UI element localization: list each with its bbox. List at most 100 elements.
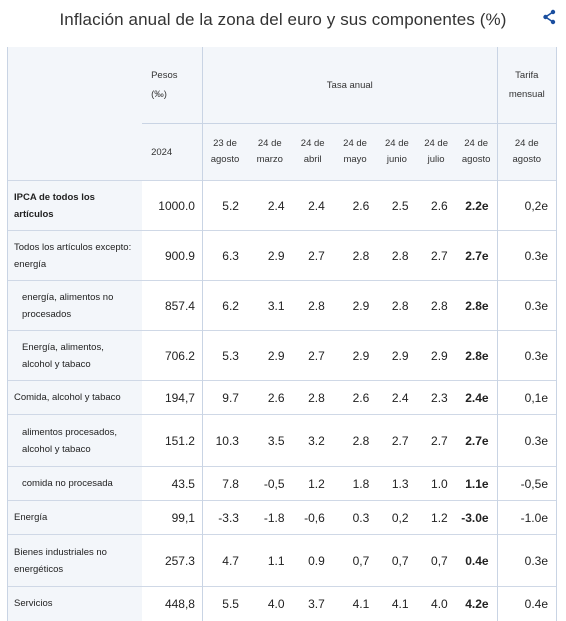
date-col-5: 24 de julio bbox=[416, 123, 456, 181]
date-col-4: 24 de junio bbox=[377, 123, 417, 181]
annual-rate-cell: 10.3 bbox=[215, 433, 239, 448]
monthly-rate-cell: -1.0e bbox=[497, 500, 558, 535]
annual-rate-cell: 0,7 bbox=[391, 553, 409, 568]
row-label: Energía bbox=[7, 500, 143, 535]
annual-rate-cell: -1.8 bbox=[263, 510, 285, 525]
row-label: Bienes industriales no energéticos bbox=[7, 534, 143, 587]
row-label: comida no procesada bbox=[7, 466, 143, 501]
weight-cell: 43.5 bbox=[142, 466, 203, 501]
weight-cell: 900.9 bbox=[142, 230, 203, 281]
annual-rate-cell: 2.4 bbox=[308, 198, 325, 213]
annual-rate-cell: 2.5 bbox=[391, 198, 409, 213]
annual-rate-cell: -0,6 bbox=[304, 510, 325, 525]
header-corner bbox=[7, 47, 143, 124]
annual-rate-cell: 2.9 bbox=[267, 348, 285, 363]
row-label: Comida, alcohol y tabaco bbox=[7, 380, 143, 415]
annual-rate-cell: 2.8 bbox=[391, 298, 409, 313]
annual-rate-cell: 2.6 bbox=[431, 198, 448, 213]
annual-rate-cell: 2.6 bbox=[352, 390, 370, 405]
annual-rate-cell: 9.7 bbox=[222, 390, 239, 405]
monthly-rate-cell: 0.3e bbox=[497, 230, 558, 281]
annual-rate-cell: 2.9 bbox=[391, 348, 409, 363]
annual-rate-cell: 1.3 bbox=[391, 476, 409, 491]
monthly-rate-cell: 0,2e bbox=[497, 180, 558, 231]
date-col-1: 24 de marzo bbox=[246, 123, 293, 181]
annual-rate-cell: 0,7 bbox=[352, 553, 370, 568]
header-row-groups: Pesos (‰) Tasa anual Tarifa mensual bbox=[7, 47, 558, 124]
monthly-rate-cell: 0.3e bbox=[497, 534, 558, 587]
monthly-rate-cell: 0,1e bbox=[497, 380, 558, 415]
weight-cell: 857.4 bbox=[142, 280, 203, 331]
table-row: Energía 99,1 -3.3 -1.8 -0,6 0.3 0,2 1.2 -3.0e -1.… bbox=[7, 500, 558, 535]
annual-rate-cell: 2.7e bbox=[455, 414, 498, 467]
annual-rate-cell: 1.1e bbox=[455, 466, 498, 501]
row-label: Energía, alimentos, alcohol y tabaco bbox=[7, 330, 143, 381]
annual-rate-cell: 2.2e bbox=[455, 180, 498, 231]
annual-rate-cell: 2.7e bbox=[455, 230, 498, 281]
monthly-rate-cell: -0,5e bbox=[497, 466, 558, 501]
annual-rate-cell: 0,2 bbox=[391, 510, 409, 525]
table-row: Comida, alcohol y tabaco 194,7 9.7 2.6 2.8 2.… bbox=[7, 380, 558, 415]
row-label: energía, alimentos no procesados bbox=[7, 280, 143, 331]
date-col-2: 24 de abril bbox=[292, 123, 333, 181]
date-col-3: 24 de mayo bbox=[332, 123, 378, 181]
annual-rate-cell: -0,5 bbox=[263, 476, 285, 491]
date-col-0: 23 de agosto bbox=[202, 123, 247, 181]
annual-rate-cell: 2.8 bbox=[431, 298, 448, 313]
annual-rate-cell: 2.9 bbox=[352, 348, 370, 363]
annual-rate-cell: 2.4e bbox=[455, 380, 498, 415]
header-corner-2 bbox=[7, 123, 143, 181]
annual-rate-cell: 2.7 bbox=[308, 248, 325, 263]
annual-rate-cell: 0.3 bbox=[352, 510, 370, 525]
annual-rate-cell: 0.9 bbox=[308, 553, 325, 568]
weight-cell: 194,7 bbox=[142, 380, 203, 415]
page-title: Inflación anual de la zona del euro y su… bbox=[59, 10, 507, 29]
inflation-table: Pesos (‰) Tasa anual Tarifa mensual 2024… bbox=[7, 47, 558, 621]
weight-cell: 99,1 bbox=[142, 500, 203, 535]
table-row: energía, alimentos no procesados 857.4 6.2… bbox=[7, 280, 558, 331]
annual-rate-cell: 2.8e bbox=[455, 330, 498, 381]
annual-rate-cell: 3.2 bbox=[308, 433, 325, 448]
weight-cell: 151.2 bbox=[142, 414, 203, 467]
share-icon[interactable] bbox=[542, 9, 556, 25]
annual-rate-cell: 0,7 bbox=[431, 553, 448, 568]
table-row: Energía, alimentos, alcohol y tabaco 706.… bbox=[7, 330, 558, 381]
annual-rate-cell: 4.7 bbox=[222, 553, 239, 568]
annual-rate-cell: 2.3 bbox=[431, 390, 448, 405]
annual-rate-cell: 1.2 bbox=[431, 510, 448, 525]
annual-rate-cell: 3.5 bbox=[267, 433, 285, 448]
monthly-rate-cell: 0.3e bbox=[497, 414, 558, 467]
table-row: Bienes industriales no energéticos 257.3 4… bbox=[7, 534, 558, 587]
row-label: alimentos procesados, alcohol y tabaco bbox=[7, 414, 143, 467]
annual-rate-cell: 1.1 bbox=[267, 553, 285, 568]
annual-rate-header: Tasa anual bbox=[202, 47, 498, 124]
annual-rate-cell: 2.9 bbox=[431, 348, 448, 363]
annual-rate-cell: 1.8 bbox=[352, 476, 370, 491]
weight-cell: 257.3 bbox=[142, 534, 203, 587]
annual-rate-cell: 2.8 bbox=[308, 298, 325, 313]
monthly-date: 24 de agosto bbox=[497, 123, 558, 181]
monthly-rate-cell: 0.3e bbox=[497, 330, 558, 381]
monthly-rate-cell: 0.3e bbox=[497, 280, 558, 331]
annual-rate-cell: 6.3 bbox=[222, 248, 239, 263]
weights-header-label: Pesos (‰) bbox=[151, 70, 178, 100]
weight-cell: 706.2 bbox=[142, 330, 203, 381]
annual-rate-cell: 2.9 bbox=[267, 248, 285, 263]
annual-rate-cell: 1.2 bbox=[308, 476, 325, 491]
row-label: IPCA de todos los artículos bbox=[7, 180, 143, 231]
annual-rate-cell: 2.7 bbox=[431, 433, 448, 448]
annual-rate-cell: 2.8e bbox=[455, 280, 498, 331]
annual-rate-cell: 0.4e bbox=[455, 534, 498, 587]
annual-rate-cell: 2.8 bbox=[308, 390, 325, 405]
table-row: Todos los artículos excepto: energía 900.… bbox=[7, 230, 558, 281]
monthly-rate-header: Tarifa mensual bbox=[497, 47, 558, 124]
annual-rate-cell: 2.8 bbox=[391, 248, 409, 263]
annual-rate-cell: 2.9 bbox=[352, 298, 370, 313]
header-row-dates: 2024 23 de agosto 24 de marzo 24 de abri… bbox=[7, 123, 558, 181]
annual-rate-cell: 1.0 bbox=[431, 476, 448, 491]
annual-rate-cell: 7.8 bbox=[222, 476, 239, 491]
annual-rate-cell: 5.2 bbox=[222, 198, 239, 213]
annual-rate-cell: 2.6 bbox=[267, 390, 285, 405]
table-row: alimentos procesados, alcohol y tabaco 15… bbox=[7, 414, 558, 467]
annual-rate-cell: 2.4 bbox=[267, 198, 285, 213]
